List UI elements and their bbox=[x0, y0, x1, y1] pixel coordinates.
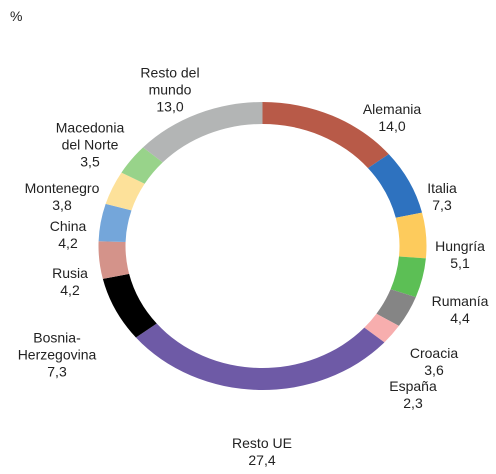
segment-label: Rusia 4,2 bbox=[40, 265, 100, 299]
segment-label: Hungría 5,1 bbox=[425, 238, 495, 272]
value-label: 4,2 bbox=[58, 235, 78, 251]
donut-segment bbox=[367, 154, 423, 218]
segment-label: Croacia 3,6 bbox=[399, 345, 469, 379]
value-label: 3,6 bbox=[424, 362, 444, 378]
donut-segment bbox=[376, 289, 416, 326]
segment-label: Macedonia del Norte 3,5 bbox=[45, 120, 135, 171]
category-label: Alemania bbox=[362, 101, 422, 117]
category-label: Rumanía bbox=[431, 293, 489, 309]
donut-segment bbox=[143, 102, 263, 163]
category-label: Bosnia-Herzegovina bbox=[17, 329, 97, 363]
donut-segment bbox=[121, 147, 163, 184]
segment-label: Italia 7,3 bbox=[412, 180, 472, 214]
donut-segment bbox=[105, 172, 145, 211]
value-label: 14,0 bbox=[378, 118, 406, 134]
segment-label: Montenegro 3,8 bbox=[12, 180, 112, 214]
segment-label: Resto UE 27,4 bbox=[222, 435, 302, 469]
category-label: Rusia bbox=[52, 265, 88, 281]
donut-segment bbox=[262, 102, 389, 169]
category-label: España bbox=[389, 378, 437, 394]
donut-segment bbox=[135, 323, 385, 390]
value-label: 5,1 bbox=[450, 255, 470, 271]
donut-segment bbox=[98, 203, 132, 242]
segment-label: Alemania 14,0 bbox=[347, 101, 437, 135]
category-label: China bbox=[49, 218, 87, 234]
segment-label: Bosnia-Herzegovina 7,3 bbox=[17, 330, 97, 381]
category-label: Macedonia del Norte bbox=[55, 119, 125, 153]
category-label: Italia bbox=[427, 180, 457, 196]
unit-label: % bbox=[10, 8, 23, 24]
category-label: Montenegro bbox=[24, 180, 100, 196]
value-label: 3,8 bbox=[52, 197, 72, 213]
segment-label: España 2,3 bbox=[378, 378, 448, 412]
value-label: 27,4 bbox=[248, 452, 276, 468]
donut-segment bbox=[395, 212, 427, 259]
donut-segment bbox=[390, 256, 426, 298]
donut-segment bbox=[102, 273, 157, 338]
segment-label: China 4,2 bbox=[38, 218, 98, 252]
category-label: Resto del mundo bbox=[140, 64, 200, 98]
value-label: 4,2 bbox=[60, 282, 80, 298]
value-label: 3,5 bbox=[80, 153, 100, 170]
donut-segment bbox=[364, 313, 399, 343]
segment-label: Rumanía 4,4 bbox=[420, 293, 496, 327]
category-label: Resto UE bbox=[232, 435, 292, 451]
value-label: 7,3 bbox=[432, 197, 452, 213]
value-label: 13,0 bbox=[156, 98, 184, 115]
value-label: 7,3 bbox=[47, 363, 67, 380]
value-label: 4,4 bbox=[450, 310, 470, 326]
segment-label: Resto del mundo 13,0 bbox=[125, 65, 215, 116]
category-label: Hungría bbox=[435, 238, 485, 254]
donut-segment bbox=[98, 241, 130, 279]
value-label: 2,3 bbox=[403, 395, 423, 411]
category-label: Croacia bbox=[409, 345, 459, 361]
